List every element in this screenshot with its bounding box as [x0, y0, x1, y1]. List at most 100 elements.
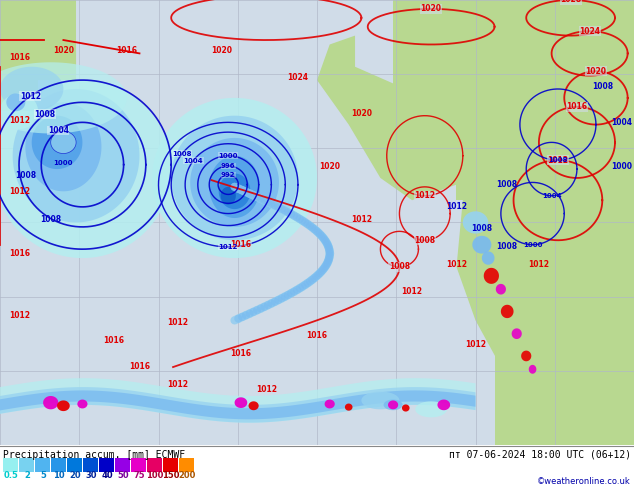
FancyBboxPatch shape	[393, 0, 634, 124]
Text: 5: 5	[40, 471, 46, 481]
Polygon shape	[482, 251, 495, 265]
Text: 1012: 1012	[351, 216, 372, 224]
FancyBboxPatch shape	[495, 187, 634, 445]
Text: 1028: 1028	[560, 0, 581, 4]
Text: 1008: 1008	[414, 236, 436, 245]
Polygon shape	[13, 89, 139, 222]
Bar	[51, 458, 66, 472]
Polygon shape	[345, 404, 353, 411]
Text: 1008: 1008	[471, 224, 493, 233]
Polygon shape	[51, 131, 76, 153]
Text: 160W: 160W	[119, 449, 135, 454]
Polygon shape	[0, 67, 63, 111]
Text: 1024: 1024	[579, 26, 600, 36]
Text: 1020: 1020	[211, 47, 233, 55]
Text: 1000: 1000	[219, 153, 238, 159]
Text: 100W: 100W	[499, 449, 515, 454]
Text: 1020: 1020	[585, 67, 607, 75]
Text: 20: 20	[69, 471, 81, 481]
Polygon shape	[484, 268, 499, 284]
Text: 0.5: 0.5	[4, 471, 18, 481]
Polygon shape	[190, 138, 279, 227]
Text: 140W: 140W	[245, 449, 262, 454]
Polygon shape	[361, 392, 399, 409]
Text: 130W: 130W	[309, 449, 325, 454]
Text: 1016: 1016	[10, 249, 30, 258]
Polygon shape	[249, 401, 259, 410]
Text: 120W: 120W	[372, 449, 389, 454]
Polygon shape	[221, 187, 236, 205]
Bar	[179, 458, 194, 472]
Text: 1012: 1012	[256, 385, 277, 393]
Text: 1016: 1016	[306, 331, 328, 340]
Bar	[19, 458, 34, 472]
Bar	[131, 458, 146, 472]
Text: пт 07-06-2024 18:00 UTC (06+12): пт 07-06-2024 18:00 UTC (06+12)	[449, 450, 631, 460]
Bar	[163, 458, 178, 472]
Text: 170W: 170W	[55, 449, 72, 454]
Text: 1004: 1004	[48, 126, 68, 135]
Text: 2: 2	[24, 471, 30, 481]
Polygon shape	[32, 116, 82, 169]
Text: 1004: 1004	[542, 193, 561, 199]
Text: 1008: 1008	[35, 110, 56, 119]
Text: 1016: 1016	[116, 47, 138, 55]
Bar	[67, 458, 82, 472]
Polygon shape	[152, 98, 317, 258]
Bar	[147, 458, 162, 472]
Text: 1004: 1004	[184, 158, 203, 164]
Polygon shape	[235, 397, 247, 408]
Text: 1016: 1016	[566, 102, 588, 111]
Text: 1024: 1024	[287, 73, 309, 82]
Polygon shape	[77, 399, 87, 409]
Text: 1016: 1016	[103, 336, 125, 344]
Bar	[99, 458, 114, 472]
Bar	[35, 458, 50, 472]
Text: 1020: 1020	[420, 4, 442, 13]
Text: 1008: 1008	[548, 157, 567, 163]
Polygon shape	[317, 36, 495, 200]
Polygon shape	[512, 328, 522, 339]
Text: 1012: 1012	[446, 260, 467, 269]
Text: 1012: 1012	[528, 260, 550, 269]
Polygon shape	[0, 62, 127, 133]
Text: 1016: 1016	[230, 240, 252, 249]
Text: Precipitation accum. [mm] ECMWF: Precipitation accum. [mm] ECMWF	[3, 450, 185, 460]
Polygon shape	[0, 94, 38, 129]
Text: 1012: 1012	[547, 156, 569, 165]
Polygon shape	[437, 399, 450, 410]
Polygon shape	[209, 156, 260, 218]
Text: 150: 150	[162, 471, 180, 481]
Polygon shape	[6, 94, 25, 111]
Text: 1020: 1020	[319, 162, 340, 171]
Text: 80W: 80W	[628, 449, 634, 454]
Bar	[3, 458, 18, 472]
Text: 1012: 1012	[401, 287, 423, 295]
Text: 1000: 1000	[523, 242, 542, 248]
Text: 1012: 1012	[219, 244, 238, 250]
Text: 110W: 110W	[436, 449, 452, 454]
Polygon shape	[0, 80, 171, 258]
Text: 1016: 1016	[129, 362, 150, 371]
Text: 1020: 1020	[53, 47, 74, 55]
Text: 1012: 1012	[414, 191, 436, 200]
Text: 1008: 1008	[389, 263, 410, 271]
Polygon shape	[501, 305, 514, 318]
FancyBboxPatch shape	[0, 0, 76, 80]
FancyBboxPatch shape	[456, 0, 634, 200]
Polygon shape	[463, 211, 488, 234]
Text: 1008: 1008	[592, 82, 613, 91]
Polygon shape	[521, 351, 531, 361]
Text: 1012: 1012	[10, 116, 30, 124]
Text: 1008: 1008	[496, 180, 518, 189]
Text: 1004: 1004	[611, 118, 632, 126]
Polygon shape	[57, 400, 70, 411]
Text: 1012: 1012	[446, 202, 467, 211]
Polygon shape	[388, 400, 398, 409]
Bar	[83, 458, 98, 472]
Text: 1012: 1012	[465, 340, 486, 349]
Text: 992: 992	[221, 172, 235, 178]
Text: 150W: 150W	[182, 449, 198, 454]
Text: 180: 180	[0, 449, 5, 454]
Text: 1012: 1012	[10, 311, 30, 320]
